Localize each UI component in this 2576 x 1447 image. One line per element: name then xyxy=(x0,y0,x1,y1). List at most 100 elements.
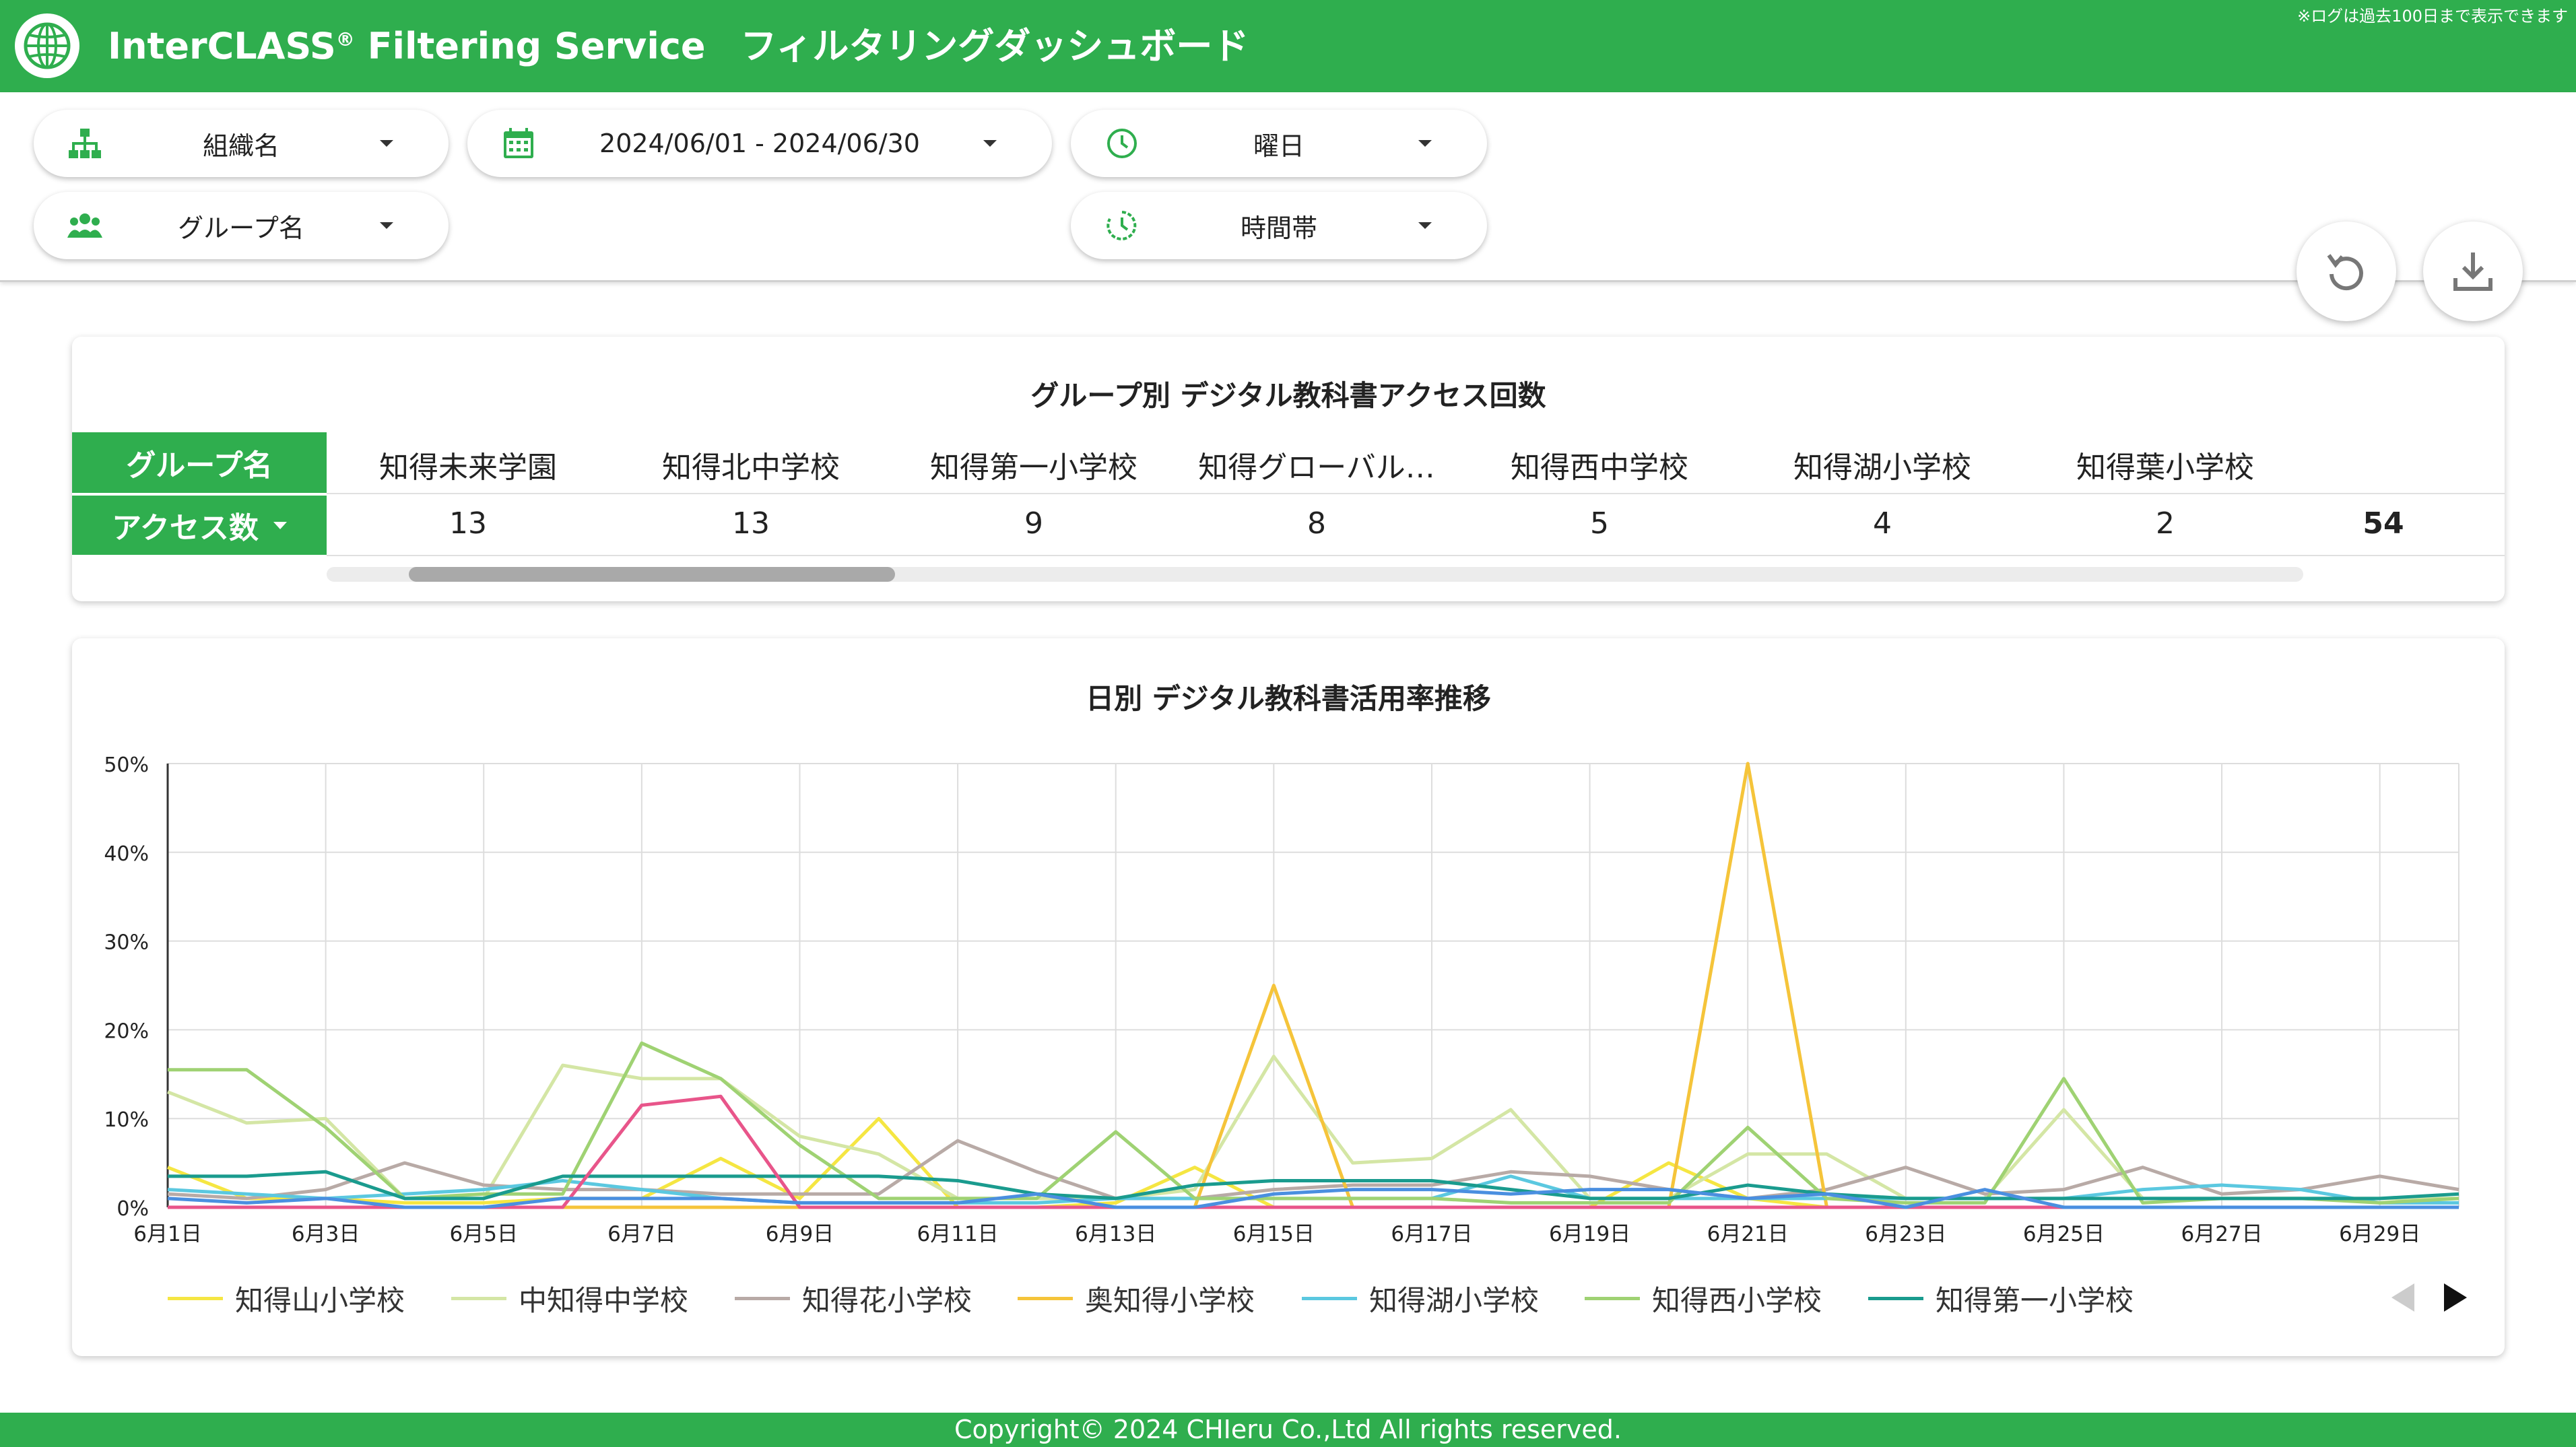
group-name-cell: 知得西中学校 xyxy=(1511,450,1688,485)
org-filter-dropdown[interactable]: 組織名 xyxy=(34,110,449,177)
access-count-cell: 9 xyxy=(1024,506,1043,541)
series-line-3 xyxy=(167,1139,2459,1201)
clock-history-icon xyxy=(1107,211,1137,240)
row-divider xyxy=(327,493,2505,494)
y-tick-label: 0% xyxy=(117,1197,149,1221)
legend-label: 中知得中学校 xyxy=(519,1284,689,1317)
legend-label: 奥知得小学校 xyxy=(1085,1284,1255,1317)
org-filter-label: 組織名 xyxy=(202,131,279,161)
legend-item[interactable]: 知得山小学校 xyxy=(168,1278,405,1319)
series-line-9 xyxy=(167,1188,2459,1209)
x-tick-label: 6月13日 xyxy=(1075,1222,1156,1246)
download-button[interactable] xyxy=(2423,222,2523,321)
access-count-label: アクセス数 xyxy=(112,511,259,545)
access-count-sort-header[interactable]: アクセス数 xyxy=(72,496,327,555)
access-total: 54 xyxy=(2363,506,2404,541)
chevron-down-icon xyxy=(1418,140,1432,147)
group-name-header: グループ名 xyxy=(72,432,327,493)
chart-title: 日別 デジタル教科書活用率推移 xyxy=(1086,682,1491,715)
access-count-cell: 5 xyxy=(1590,506,1609,541)
group-name-cell: 知得湖小学校 xyxy=(1793,450,1971,485)
copyright-footer: Copyright© 2024 CHIeru Co.,Ltd All right… xyxy=(0,1413,2576,1447)
legend-label: 知得西小学校 xyxy=(1652,1284,1822,1317)
y-tick-label: 30% xyxy=(104,931,149,955)
weekday-filter-dropdown[interactable]: 曜日 xyxy=(1071,110,1487,177)
series-line-4 xyxy=(168,762,2459,1209)
x-tick-label: 6月7日 xyxy=(607,1222,675,1246)
x-tick-label: 6月29日 xyxy=(2339,1222,2420,1246)
chevron-down-icon xyxy=(983,140,997,147)
chevron-down-icon xyxy=(380,222,393,229)
group-name-cell: 知得未来学園 xyxy=(379,450,557,485)
legend-item[interactable]: 知得花小学校 xyxy=(735,1278,972,1319)
usage-trend-card: 日別 デジタル教科書活用率推移 0% 10% 20% 30% 40% 50% 6月1日 6月3… xyxy=(72,638,2505,1356)
legend-swatch xyxy=(1868,1297,1923,1300)
group-name-cell: 知得葉小学校 xyxy=(2076,450,2254,485)
clock-icon xyxy=(1107,129,1137,158)
x-tick-label: 6月15日 xyxy=(1233,1222,1315,1246)
group-name-cell: 知得北中学校 xyxy=(662,450,840,485)
y-tick-label: 50% xyxy=(104,753,149,777)
y-tick-label: 40% xyxy=(104,842,149,866)
access-count-cell: 4 xyxy=(1873,506,1892,541)
legend-prev-icon[interactable] xyxy=(2391,1283,2414,1312)
access-count-card: グループ別 デジタル教科書アクセス回数 グループ名 アクセス数 知得未来学園 知得… xyxy=(72,337,2505,601)
x-tick-label: 6月23日 xyxy=(1865,1222,1946,1246)
x-tick-label: 6月9日 xyxy=(766,1222,834,1246)
time-slot-filter-dropdown[interactable]: 時間帯 xyxy=(1071,192,1487,259)
series-line-7 xyxy=(168,1170,2459,1201)
horizontal-scrollbar[interactable] xyxy=(327,567,2303,582)
row-divider xyxy=(327,555,2505,556)
time-slot-filter-label: 時間帯 xyxy=(1240,213,1317,243)
access-count-cell: 2 xyxy=(2156,506,2175,541)
x-tick-label: 6月19日 xyxy=(1549,1222,1630,1246)
reset-button[interactable] xyxy=(2297,222,2396,321)
group-filter-label: グループ名 xyxy=(178,213,304,243)
legend-swatch xyxy=(451,1297,506,1300)
x-tick-label: 6月1日 xyxy=(133,1222,201,1246)
legend-next-icon[interactable] xyxy=(2444,1283,2467,1312)
chevron-down-icon xyxy=(380,140,393,147)
app-header: InterCLASS® Filtering Service フィルタリングダッシュ… xyxy=(0,0,2576,92)
series-line-2 xyxy=(167,1054,2459,1201)
date-range-filter[interactable]: 2024/06/01 - 2024/06/30 xyxy=(467,110,1052,177)
filter-bar: 組織名 グループ名 2024/06/01 - 2024/06/30 xyxy=(0,92,2576,321)
legend-item[interactable]: 知得湖小学校 xyxy=(1302,1278,1539,1319)
chevron-down-icon xyxy=(1418,222,1432,229)
x-tick-label: 6月11日 xyxy=(917,1222,999,1246)
legend-label: 知得山小学校 xyxy=(235,1284,405,1317)
app-title: InterCLASS® Filtering Service フィルタリングダッシュ… xyxy=(108,25,1249,67)
group-filter-dropdown[interactable]: グループ名 xyxy=(34,192,449,259)
legend-item[interactable]: 知得第一小学校 xyxy=(1868,1278,2134,1319)
x-tick-label: 6月3日 xyxy=(292,1222,360,1246)
sort-down-icon xyxy=(273,521,287,529)
legend-item[interactable]: 知得西小学校 xyxy=(1585,1278,1822,1319)
legend-item[interactable]: 奥知得小学校 xyxy=(1018,1278,1255,1319)
globe-logo-icon xyxy=(15,13,79,78)
scrollbar-thumb[interactable] xyxy=(409,567,895,582)
legend-item[interactable]: 中知得中学校 xyxy=(451,1278,688,1319)
group-name-cell: 知得第一小学校 xyxy=(930,450,1137,485)
legend-swatch xyxy=(1018,1297,1073,1300)
download-icon xyxy=(2453,253,2492,291)
log-retention-note: ※ログは過去100日まで表示できます xyxy=(2297,7,2568,26)
usage-trend-line-chart: 0% 10% 20% 30% 40% 50% 6月1日 6月3日 6月5日 6月7日 6月9日 6月1… xyxy=(104,753,2459,1246)
access-count-cell: 8 xyxy=(1307,506,1326,541)
weekday-filter-label: 曜日 xyxy=(1253,131,1304,161)
registered-mark: ® xyxy=(335,28,355,51)
legend-swatch xyxy=(1302,1297,1357,1300)
x-tick-label: 6月17日 xyxy=(1391,1222,1472,1246)
org-chart-icon xyxy=(69,129,101,158)
x-tick-label: 6月25日 xyxy=(2023,1222,2105,1246)
x-tick-label: 6月27日 xyxy=(2181,1222,2262,1246)
legend-swatch xyxy=(1585,1297,1640,1300)
legend-swatch xyxy=(168,1297,223,1300)
calendar-icon xyxy=(504,128,533,158)
dashboard-subtitle: フィルタリングダッシュボード xyxy=(740,25,1249,67)
users-group-icon xyxy=(67,213,102,238)
legend-label: 知得第一小学校 xyxy=(1936,1284,2134,1317)
legend-swatch xyxy=(735,1297,790,1300)
x-tick-label: 6月21日 xyxy=(1707,1222,1789,1246)
y-tick-label: 10% xyxy=(104,1108,149,1132)
access-count-cell: 13 xyxy=(449,506,487,541)
